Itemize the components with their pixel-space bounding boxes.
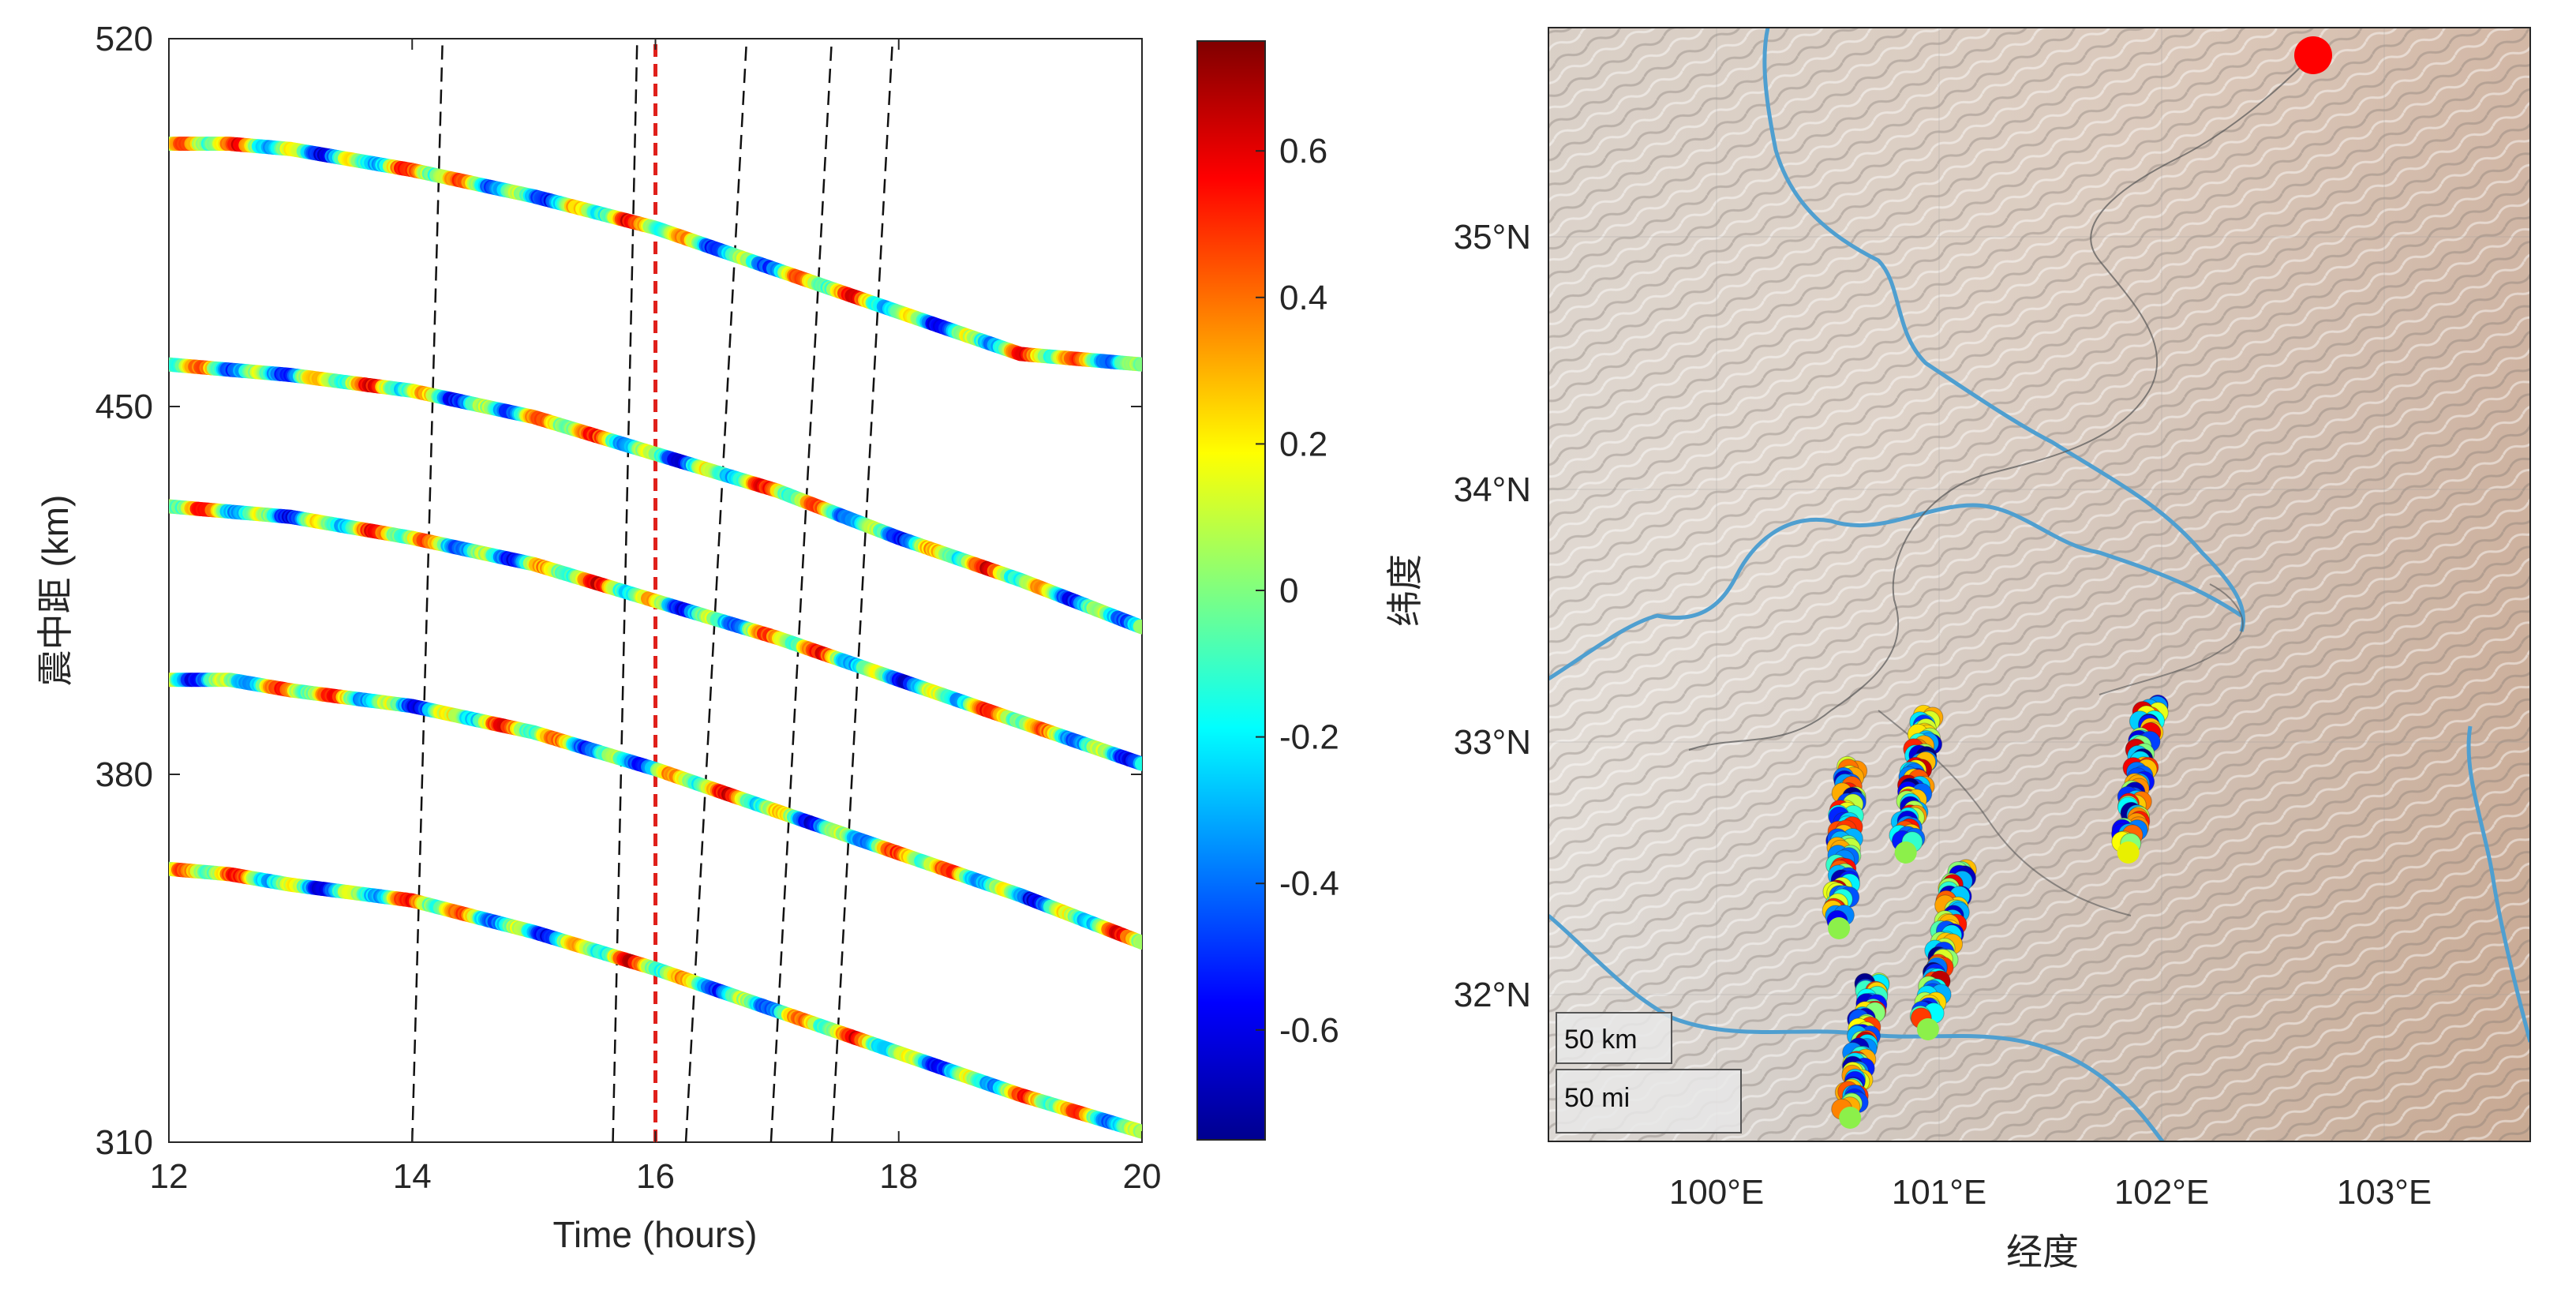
river-yellow [1762, 28, 2246, 632]
reference-line-5 [769, 39, 833, 1142]
reference-line-6 [830, 39, 894, 1142]
map-frame [1548, 27, 2531, 1142]
lon-tick-label: 102°E [2114, 1173, 2209, 1212]
series-1 [169, 137, 1142, 372]
lon-tick-label: 100°E [1669, 1173, 1764, 1212]
series-3 [169, 499, 1142, 771]
data-point [1135, 620, 1142, 635]
series-5 [169, 861, 1142, 1139]
lon-tick-label: 103°E [2337, 1173, 2432, 1212]
colorbar-tick-label: -0.4 [1279, 864, 1339, 903]
track-end-point [1894, 841, 1917, 864]
x-tick-label: 18 [879, 1157, 918, 1196]
station-track-5 [2111, 694, 2169, 864]
y-tick-label: 380 [95, 755, 153, 794]
left-panel: 12 14 16 18 20 310 380 450 520 Time (hours) 震中距 … [35, 20, 1161, 1255]
series-group [169, 137, 1142, 1139]
colorbar-tick-label: 0.6 [1279, 132, 1327, 170]
map-y-axis-label: 纬度 [1384, 554, 1425, 627]
colorbar-tick-label: -0.2 [1279, 718, 1339, 757]
map-panel: 50 km 50 mi 100°E 101°E 102°E 103°E 35°N 34°N… [1384, 27, 2531, 1272]
lat-tick-label: 33°N [1454, 723, 1531, 762]
map-axis-ticks: 100°E 101°E 102°E 103°E 35°N 34°N 33°N 32°N [1454, 218, 2432, 1212]
svg-text:50 mi: 50 mi [1564, 1083, 1630, 1113]
track-end-point [1828, 917, 1851, 939]
station-tracks [1822, 694, 2169, 1129]
lat-tick-label: 32°N [1454, 976, 1531, 1014]
lon-tick-label: 101°E [1892, 1173, 1986, 1212]
x-axis-label: Time (hours) [553, 1214, 758, 1255]
left-axis-ticks: 12 14 16 18 20 310 380 450 520 [95, 20, 1162, 1196]
track-end-point [1916, 1018, 1939, 1040]
data-point [1135, 357, 1142, 372]
station-track-2 [1889, 704, 1944, 864]
data-point [1135, 1124, 1142, 1139]
y-tick-label: 450 [95, 388, 153, 426]
colorbar-gradient [1196, 40, 1266, 1141]
scale-bar-mi: 50 mi [1556, 1069, 1742, 1134]
svg-text:50 km: 50 km [1564, 1025, 1638, 1055]
epicenter-marker [2294, 36, 2332, 74]
series-4 [169, 673, 1142, 950]
colorbar-tick-label: 0.4 [1279, 279, 1327, 317]
colorbar-tick-label: 0.2 [1279, 425, 1327, 463]
x-tick-label: 12 [150, 1157, 189, 1196]
y-axis-label: 震中距 (km) [35, 495, 76, 687]
station-track-4 [1831, 972, 1890, 1129]
colorbar-ticks: 0.6 0.4 0.2 0 -0.2 -0.4 -0.6 [1256, 132, 1339, 1050]
x-tick-label: 20 [1123, 1157, 1162, 1196]
lat-tick-label: 34°N [1454, 470, 1531, 509]
x-tick-label: 14 [393, 1157, 432, 1196]
lat-tick-label: 35°N [1454, 218, 1531, 257]
station-track-3 [1909, 859, 1977, 1040]
track-end-point [2117, 841, 2140, 864]
reference-line-1 [411, 39, 444, 1142]
x-tick-label: 16 [636, 1157, 675, 1196]
river-east [2466, 725, 2530, 1043]
colorbar-tick-label: 0 [1279, 571, 1298, 610]
y-tick-label: 310 [95, 1123, 153, 1162]
reference-line-4 [684, 39, 748, 1142]
river-yellow-lower [1548, 503, 2243, 681]
map-x-axis-label: 经度 [2006, 1231, 2079, 1272]
colorbar: 0.6 0.4 0.2 0 -0.2 -0.4 -0.6 [1196, 40, 1339, 1141]
colorbar-tick-label: -0.6 [1279, 1011, 1339, 1050]
track-end-point [1839, 1107, 1862, 1129]
data-point [1135, 935, 1142, 950]
terrain-relief [1548, 28, 2530, 1141]
y-tick-label: 520 [95, 20, 153, 58]
station-track-1 [1822, 755, 1868, 939]
scale-bar-km: 50 km [1556, 1012, 1672, 1064]
series-2 [169, 357, 1142, 635]
boundary-line [1688, 62, 2305, 751]
data-point [1135, 756, 1142, 771]
